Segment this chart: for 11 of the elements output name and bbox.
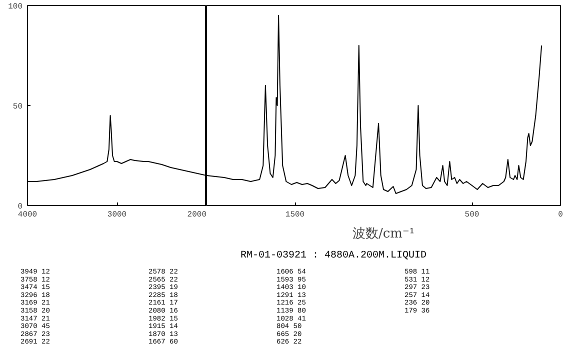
x-tick-label: 4000 bbox=[18, 210, 38, 220]
x-tick-label: 2000 bbox=[187, 210, 207, 220]
y-tick-label: 0 bbox=[18, 202, 23, 212]
x-axis-title: 波数/cm⁻¹ bbox=[352, 226, 415, 242]
y-tick-label: 100 bbox=[8, 2, 23, 12]
x-tick-label: 1500 bbox=[285, 210, 305, 220]
x-tick-label: 500 bbox=[464, 210, 480, 220]
x-tick-label: 3000 bbox=[107, 210, 127, 220]
y-tick-label: 50 bbox=[12, 102, 23, 112]
x-tick-label: 0 bbox=[558, 210, 564, 220]
text: RM-01-03921 : 4880A.200M.LIQUID bbox=[240, 250, 427, 262]
